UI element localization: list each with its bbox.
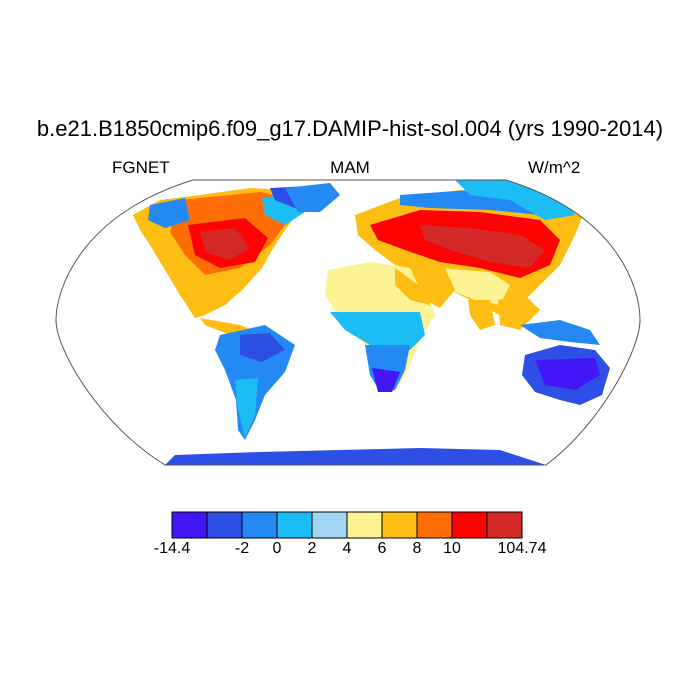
colorbar-swatch-6 <box>381 511 418 539</box>
colorbar-tick-label: 6 <box>377 540 387 557</box>
colorbar-swatch-7 <box>416 511 453 539</box>
colorbar-tick-label: 0 <box>272 540 282 557</box>
colorbar-swatch-0 <box>171 511 208 539</box>
colorbar-tick-label: -14.4 <box>153 540 191 557</box>
colorbar-tick-label: 104.74 <box>497 540 547 557</box>
colorbar-tick-label: 2 <box>307 540 317 557</box>
map-outline <box>55 179 641 466</box>
colorbar-tick-label: 4 <box>342 540 352 557</box>
antarctica-landmass <box>165 448 546 465</box>
greenland-landmass <box>285 183 340 212</box>
colorbar-tick-label: -2 <box>234 540 250 557</box>
south-america-landmass <box>215 325 295 440</box>
map-title: b.e21.B1850cmip6.f09_g17.DAMIP-hist-sol.… <box>36 116 664 141</box>
variable-label: FGNET <box>112 158 170 177</box>
colorbar-swatch-9 <box>486 511 523 539</box>
colorbar-swatch-2 <box>241 511 278 539</box>
colorbar-tick-label: 8 <box>412 540 422 557</box>
eurasia-landmass <box>355 180 585 330</box>
colorbar-swatch-3 <box>276 511 313 539</box>
colorbar-swatch-8 <box>451 511 488 539</box>
units-label: W/m^2 <box>528 158 581 177</box>
arabia-landmass <box>410 268 455 308</box>
colorbar-swatch-4 <box>311 511 348 539</box>
australia-landmass <box>522 345 610 405</box>
colorbar-tick-label: 10 <box>443 540 461 557</box>
season-label: MAM <box>330 158 370 177</box>
africa-landmass <box>325 262 435 392</box>
colorbar-swatch-1 <box>206 511 243 539</box>
colorbar-swatch-5 <box>346 511 383 539</box>
maritime-asia-landmass <box>520 320 600 345</box>
